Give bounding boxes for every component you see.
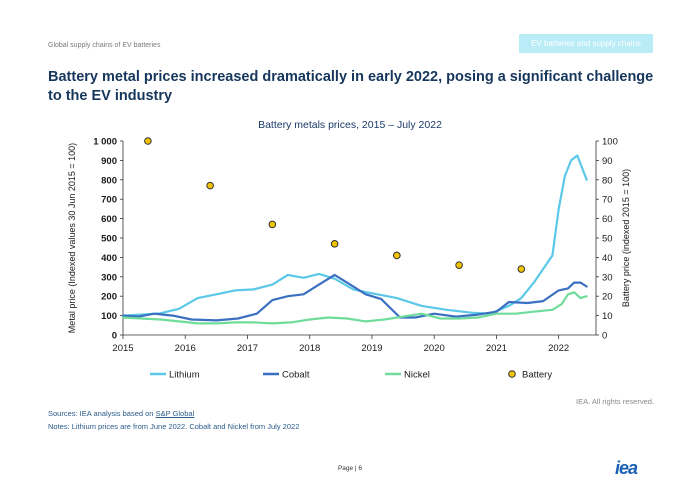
y2-tick-label: 40 (602, 253, 613, 264)
legend-item-cobalt: Cobalt (263, 370, 310, 381)
y-tick-label: 1 000 (93, 137, 117, 148)
series-line-lithium (121, 154, 588, 317)
notes: Notes: Lithium prices are from June 2022… (48, 422, 300, 431)
y-tick-label: 900 (101, 156, 117, 167)
section-badge[interactable]: EV batteries and supply chains (519, 34, 653, 53)
x-tick-label: 2021 (486, 343, 507, 354)
x-tick-label: 2020 (424, 343, 445, 354)
y2-tick-label: 80 (602, 175, 613, 186)
y-axis-title-right: Battery price (indexed 2015 = 100) (621, 169, 631, 307)
y-tick-label: 0 (112, 331, 117, 342)
y-tick-label: 800 (101, 175, 117, 186)
rights-text: IEA. All rights reserved. (576, 397, 654, 406)
y-tick-label: 500 (101, 234, 117, 245)
y2-tick-label: 20 (602, 292, 613, 303)
y-tick-label: 700 (101, 195, 117, 206)
y-tick-label: 200 (101, 292, 117, 303)
battery-point (330, 240, 339, 248)
y2-tick-label: 70 (602, 195, 613, 206)
sources-prefix: Sources: IEA analysis based on (48, 409, 156, 418)
battery-point (144, 137, 152, 145)
battery-point (268, 220, 277, 229)
sources: Sources: IEA analysis based on S&P Globa… (48, 409, 194, 418)
y2-tick-label: 50 (602, 234, 613, 245)
legend-marker-battery (508, 370, 516, 378)
y2-tick-label: 100 (602, 137, 618, 148)
y2-tick-label: 10 (602, 311, 613, 322)
legend-item-battery: Battery (508, 370, 552, 381)
x-tick-label: 2018 (299, 343, 320, 354)
legend-item-nickel: Nickel (385, 370, 430, 381)
page-title: Battery metal prices increased dramatica… (48, 69, 654, 104)
battery-point (393, 251, 401, 260)
legend-label: Nickel (404, 370, 430, 381)
series-line-cobalt (121, 273, 588, 322)
y2-tick-label: 0 (602, 331, 607, 342)
x-tick-label: 2015 (112, 343, 133, 354)
y2-tick-label: 60 (602, 214, 613, 225)
report-name: Global supply chains of EV batteries (48, 42, 161, 49)
section-badge-label: EV batteries and supply chains (531, 39, 641, 48)
battery-point (455, 261, 463, 269)
y2-tick-label: 90 (602, 156, 613, 167)
page-number: Page | 6 (337, 465, 363, 472)
x-tick-label: 2022 (548, 343, 569, 354)
chart-title: Battery metals prices, 2015 – July 2022 (258, 119, 442, 131)
y-axis-title-left: Metal price (Indexed values 30 Jun 2015 … (67, 143, 77, 333)
battery-point (517, 265, 526, 273)
battery-point (206, 181, 214, 190)
series-line-nickel (121, 291, 588, 325)
iea-logo: iea (615, 458, 638, 478)
legend-label: Lithium (169, 370, 200, 381)
y-tick-label: 600 (101, 214, 117, 225)
legend-label: Battery (522, 370, 552, 381)
y-tick-label: 300 (101, 272, 117, 283)
legend-item-lithium: Lithium (150, 370, 200, 381)
y-tick-label: 100 (101, 311, 117, 322)
x-tick-label: 2017 (237, 343, 258, 354)
y-tick-label: 400 (101, 253, 117, 264)
sources-link[interactable]: S&P Global (155, 409, 195, 418)
legend-label: Cobalt (282, 370, 310, 381)
x-tick-label: 2019 (361, 343, 382, 354)
y2-tick-label: 30 (602, 272, 613, 283)
x-tick-label: 2016 (175, 343, 196, 354)
